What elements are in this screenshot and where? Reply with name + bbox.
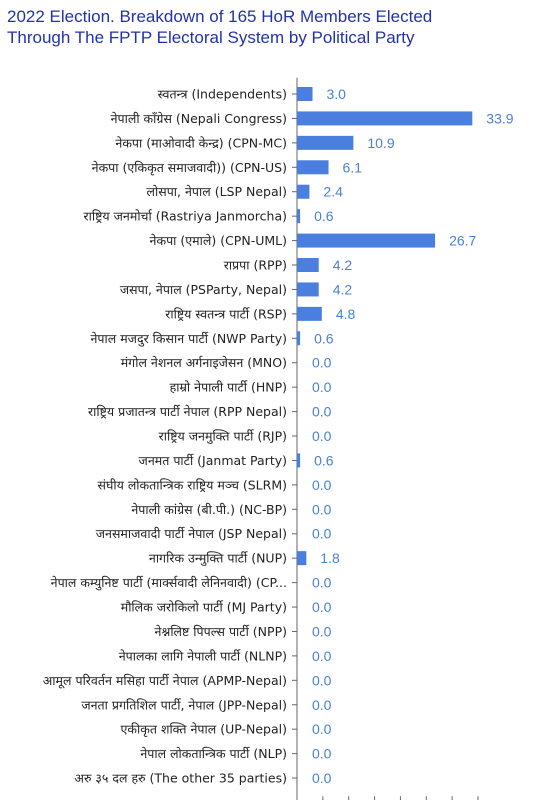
- value-label: 0.6: [314, 452, 334, 468]
- value-label: 0.0: [312, 575, 332, 591]
- category-label: मंगोल नेशनल अर्गनाइजेसन (MNO): [121, 355, 287, 370]
- category-label: नेकपा (माओवादी केन्द्र) (CPN-MC): [115, 135, 287, 150]
- value-label: 0.0: [312, 770, 332, 786]
- chart-title-line-1: 2022 Election. Breakdown of 165 HoR Memb…: [7, 7, 433, 26]
- category-label: राप्रपा (RPP): [224, 258, 287, 273]
- value-label: 0.6: [314, 330, 334, 346]
- category-label: संघीय लोकतान्त्रिक राष्ट्रिय मञ्च (SLRM): [98, 477, 287, 492]
- chart-title: 2022 Election. Breakdown of 165 HoR Memb…: [7, 6, 532, 48]
- category-label: नेकपा (एकिकृत समाजवादी)) (CPN-US): [92, 160, 287, 176]
- bar: [297, 551, 307, 566]
- category-label: मौलिक जरोकिलो पार्टी (MJ Party): [121, 600, 287, 615]
- bar: [297, 233, 436, 248]
- category-label: राष्ट्रिय जनमुक्ति पार्टी (RJP): [159, 429, 287, 445]
- category-label: जनमत पार्टी (Janmat Party): [139, 453, 287, 468]
- category-label: नेपाल मजदुर किसान पार्टी (NWP Party): [90, 331, 287, 347]
- bar: [297, 111, 473, 126]
- category-label: नेपाल कम्युनिष्ट पार्टी (मार्क्सवादी लेन…: [51, 575, 287, 591]
- chart-title-line-2: Through The FPTP Electoral System by Pol…: [7, 28, 415, 47]
- value-label: 4.8: [336, 306, 356, 322]
- value-label: 10.9: [367, 135, 394, 151]
- value-label: 0.0: [312, 746, 332, 762]
- bar: [297, 184, 310, 199]
- category-label: नेपाली काँग्रेस (Nepali Congress): [111, 111, 287, 126]
- value-label: 0.0: [312, 379, 332, 395]
- value-label: 33.9: [486, 110, 513, 126]
- category-label: जनसमाजवादी पार्टी नेपाल (JSP Nepal): [96, 526, 287, 541]
- category-label: आमूल परिवर्तन मसिहा पार्टी नेपाल (APMP-N…: [43, 673, 287, 689]
- bar: [297, 282, 319, 297]
- value-label: 0.0: [312, 697, 332, 713]
- value-label: 3.0: [327, 86, 347, 102]
- value-label: 0.0: [312, 672, 332, 688]
- category-label: राष्ट्रिय प्रजातन्त्र पार्टी नेपाल (RPP …: [88, 404, 287, 419]
- bar: [297, 87, 313, 101]
- value-label: 0.0: [312, 599, 332, 615]
- value-label: 26.7: [449, 233, 476, 249]
- category-label: राष्ट्रिय जनमोर्चा (Rastriya Janmorcha): [84, 209, 287, 224]
- value-label: 0.0: [312, 428, 332, 444]
- value-label: 0.0: [312, 526, 332, 542]
- category-label: नेश्नलिष्ट पिपल्स पार्टी (NPP): [155, 624, 287, 639]
- bar: [297, 209, 301, 224]
- category-label: नेपाल लोकतान्त्रिक पार्टी (NLP): [140, 746, 287, 761]
- value-label: 0.0: [312, 721, 332, 737]
- value-label: 4.2: [333, 281, 353, 297]
- bar: [297, 160, 329, 175]
- value-label: 0.0: [312, 404, 332, 420]
- category-label: नेपालका लागि नेपाली पार्टी (NLNP): [119, 648, 287, 663]
- bar: [297, 453, 301, 468]
- value-label: 2.4: [323, 184, 343, 200]
- category-label: नेकपा (एमाले) (CPN-UML): [150, 233, 287, 248]
- bar: [297, 258, 319, 273]
- bar: [297, 331, 301, 346]
- value-label: 4.2: [333, 257, 353, 273]
- value-label: 0.0: [312, 477, 332, 493]
- category-label: एकीकृत शक्ति नेपाल (UP-Nepal): [121, 722, 288, 738]
- bar: [297, 135, 354, 150]
- value-label: 1.8: [320, 550, 340, 566]
- category-label: लोसपा, नेपाल (LSP Nepal): [147, 184, 287, 199]
- category-label: अरु ३५ दल हरु (The other 35 parties): [74, 771, 287, 786]
- category-label: नागरिक उन्मुक्ति पार्टी (NUP): [149, 551, 287, 567]
- value-label: 6.1: [343, 159, 363, 175]
- value-label: 0.0: [312, 648, 332, 664]
- category-label: जनता प्रगतिशिल पार्टी, नेपाल (JPP-Nepal): [81, 697, 287, 712]
- value-label: 0.0: [312, 623, 332, 639]
- bar: [297, 306, 322, 321]
- value-label: 0.0: [312, 355, 332, 371]
- value-label: 0.0: [312, 501, 332, 517]
- category-label: नेपाली कांग्रेस (बी.पी.) (NC-BP): [131, 502, 287, 517]
- category-label: राष्ट्रिय स्वतन्त्र पार्टी (RSP): [165, 306, 287, 321]
- category-label: हाम्रो नेपाली पार्टी (HNP): [170, 380, 287, 395]
- value-label: 0.6: [314, 208, 334, 224]
- category-label: जसपा, नेपाल (PSParty, Nepal): [120, 282, 287, 297]
- category-label: स्वतन्त्र (Independents): [158, 87, 287, 102]
